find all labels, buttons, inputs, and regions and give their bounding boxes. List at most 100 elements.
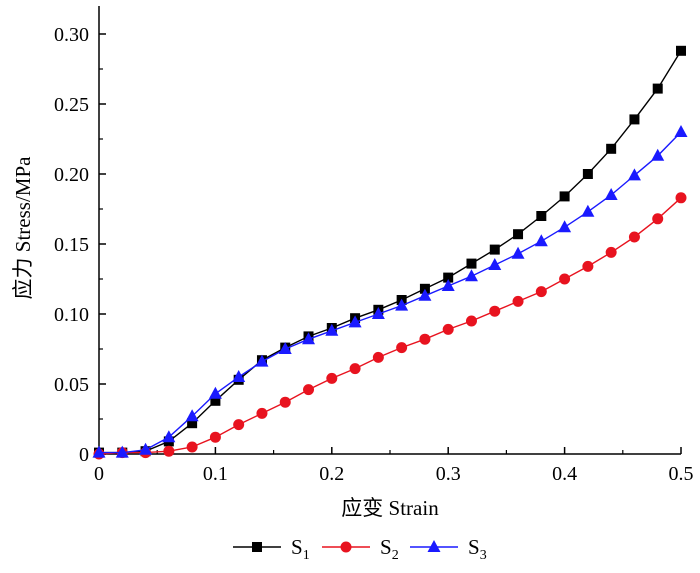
data-point-S2 — [349, 363, 361, 375]
data-point-S3 — [418, 288, 432, 301]
data-point-S3 — [208, 386, 222, 399]
x-axis-ticks: 0 0.1 0.2 0.3 0.4 0.5 — [94, 447, 694, 485]
legend-label-sub: 2 — [392, 548, 399, 563]
data-point-S2 — [652, 213, 664, 225]
data-point-S2 — [256, 407, 268, 419]
series-layer — [92, 45, 688, 460]
data-point-S2 — [442, 323, 454, 335]
series-S2 — [93, 192, 687, 460]
data-point-S2 — [233, 419, 245, 431]
x-tick-label: 0 — [94, 463, 104, 485]
x-tick-label: 0.5 — [669, 463, 694, 485]
data-point-S1 — [606, 143, 617, 154]
data-point-S2 — [163, 445, 175, 457]
legend-label-sub: 1 — [303, 548, 310, 563]
data-point-S3 — [139, 442, 153, 455]
data-point-S3 — [325, 323, 339, 336]
data-point-S3 — [185, 409, 199, 422]
data-point-S1 — [536, 211, 547, 221]
data-point-S2 — [279, 396, 291, 408]
data-point-S2 — [628, 231, 640, 243]
data-point-S2 — [326, 372, 338, 384]
data-point-S3 — [488, 258, 502, 270]
plot-frame — [98, 6, 681, 455]
x-tick-label: 0.4 — [552, 463, 577, 485]
data-point-S2 — [372, 351, 384, 363]
data-point-S3 — [302, 332, 316, 345]
x-tick-label: 0.3 — [436, 463, 461, 485]
data-point-S3 — [511, 246, 525, 259]
legend-item-S1: S1 — [233, 535, 310, 563]
data-point-S3 — [278, 342, 292, 354]
data-point-S1 — [489, 244, 500, 255]
data-point-S2 — [489, 305, 501, 317]
data-point-S1 — [187, 418, 198, 429]
x-axis-title: 应变 Strain — [341, 496, 439, 520]
legend-label-main: S — [291, 535, 303, 559]
data-point-S3 — [581, 204, 595, 217]
data-point-S3 — [558, 220, 572, 233]
y-tick-label: 0.15 — [54, 234, 89, 256]
series-line-S2 — [98, 197, 682, 455]
series-S1 — [94, 45, 686, 458]
data-point-S1 — [582, 169, 593, 179]
data-point-S2 — [582, 260, 594, 272]
x-tick-label: 0.1 — [203, 463, 228, 485]
data-point-S3 — [348, 315, 362, 328]
data-point-S2 — [605, 246, 617, 258]
data-point-S3 — [162, 430, 176, 443]
data-point-S3 — [92, 445, 106, 458]
y-axis-title: 应力 Stress/MPa — [11, 156, 35, 300]
y-axis-ticks: 0 0.05 0.10 0.15 0.20 0.25 0.30 — [54, 24, 106, 466]
legend-label: S1 — [291, 535, 310, 563]
data-point-S2 — [675, 192, 687, 204]
series-line-S1 — [99, 50, 682, 454]
data-point-S3 — [441, 279, 455, 291]
data-point-S2 — [512, 295, 524, 307]
data-point-S3 — [674, 125, 688, 137]
data-point-S3 — [604, 188, 618, 200]
series-line-S3 — [99, 131, 682, 454]
series-S3 — [92, 125, 688, 458]
data-point-S2 — [209, 431, 221, 443]
y-tick-label: 0.10 — [54, 304, 89, 326]
data-point-S1 — [676, 45, 686, 56]
y-tick-label: 0 — [79, 444, 89, 466]
data-point-S3 — [464, 269, 478, 282]
legend-label-main: S — [468, 535, 480, 559]
data-point-S3 — [651, 148, 665, 161]
y-tick-label: 0.25 — [54, 94, 89, 116]
data-point-S1 — [210, 395, 221, 406]
legend-item-S3: S3 — [410, 535, 487, 563]
data-point-S2 — [535, 286, 547, 298]
data-point-S2 — [303, 384, 315, 396]
legend-label-main: S — [380, 535, 392, 559]
data-point-S2 — [396, 342, 408, 354]
data-point-S2 — [186, 441, 198, 453]
data-point-S3 — [371, 307, 385, 319]
data-point-S1 — [513, 229, 524, 240]
legend-label: S3 — [468, 535, 487, 563]
data-point-S3 — [255, 354, 269, 367]
data-point-S1 — [559, 191, 570, 202]
legend-label: S2 — [380, 535, 399, 563]
data-point-S2 — [465, 315, 477, 327]
legend: S1 S2 S3 — [233, 535, 487, 563]
data-point-S3 — [534, 234, 548, 247]
data-point-S1 — [443, 272, 454, 283]
data-point-S2 — [419, 333, 431, 345]
legend-label-sub: 3 — [480, 548, 487, 563]
data-point-S1 — [466, 258, 477, 269]
data-point-S3 — [115, 445, 129, 458]
y-tick-label: 0.20 — [54, 164, 89, 186]
data-point-S3 — [395, 298, 409, 311]
x-tick-label: 0.2 — [319, 463, 344, 485]
legend-item-S2: S2 — [322, 535, 399, 563]
legend-swatch-marker — [427, 540, 441, 552]
data-point-S2 — [559, 273, 571, 285]
legend-swatch-marker — [340, 541, 352, 553]
data-point-S1 — [652, 83, 663, 94]
legend-swatch-marker — [252, 542, 262, 552]
y-tick-label: 0.30 — [54, 24, 89, 46]
